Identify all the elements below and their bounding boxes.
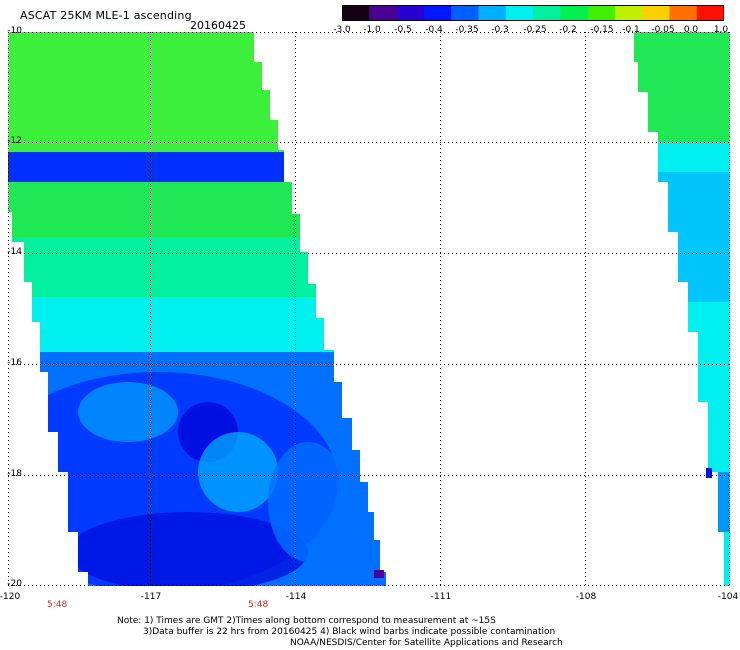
colorbar-swatch	[451, 5, 479, 21]
longitude-label: -104	[717, 592, 739, 602]
colorbar-swatch	[396, 5, 425, 21]
colorbar-tick: -0.4	[425, 25, 443, 35]
colorbar-swatch	[505, 5, 534, 21]
latitude-label: -10	[7, 26, 22, 36]
colorbar-tick: -0.1	[622, 25, 640, 35]
longitude-label: -120	[0, 592, 21, 602]
right-swath	[634, 32, 730, 586]
wind-speed-region	[68, 512, 308, 586]
colorbar-swatch	[669, 5, 698, 21]
colorbar-swatch	[587, 5, 616, 21]
longitude-label: -117	[140, 592, 162, 602]
footnote-line: Note: 1) Times are GMT 2)Times along bot…	[117, 616, 496, 626]
swath-time-label: 5:48	[47, 600, 68, 610]
wind-map	[8, 32, 730, 586]
colorbar-tick: -0.35	[455, 25, 479, 35]
colorbar-tick: -0.3	[491, 25, 509, 35]
colorbar-swatch	[642, 5, 670, 21]
colorbar-swatch	[614, 5, 643, 21]
map-date: 20160425	[190, 19, 246, 32]
colorbar-swatch	[342, 5, 370, 21]
longitude-label: -111	[430, 592, 452, 602]
colorbar-tick: 0.0	[683, 25, 699, 35]
wind-speed-region	[8, 32, 128, 142]
latitude-label: -16	[7, 358, 22, 368]
longitude-label: -114	[285, 592, 307, 602]
latitude-label: -18	[7, 469, 22, 479]
colorbar-swatch	[369, 5, 398, 21]
map-gridlines	[8, 32, 730, 586]
longitude-label: -108	[575, 592, 597, 602]
colorbar-tick: -0.05	[651, 25, 675, 35]
colorbar-tick: -0.2	[559, 25, 577, 35]
wind-speed-region	[78, 382, 178, 442]
wind-speed-region	[634, 472, 730, 532]
latitude-label: -12	[7, 136, 22, 146]
colorbar-tick: -1.0	[363, 25, 381, 35]
swath-time-label: 5:48	[248, 600, 269, 610]
colorbar-tick: -0.5	[394, 25, 412, 35]
wind-speed-region	[706, 468, 712, 478]
footnote-line: 3)Data buffer is 22 hrs from 20160425 4)…	[143, 627, 556, 637]
colorbar-tick: 1.0	[713, 25, 729, 35]
colorbar	[342, 5, 724, 21]
map-title: ASCAT 25KM MLE-1 ascending	[20, 9, 192, 22]
wind-speed-region	[268, 442, 348, 562]
colorbar-swatch	[696, 5, 724, 21]
wind-speed-region	[634, 172, 730, 302]
colorbar-swatch	[478, 5, 507, 21]
colorbar-swatch	[423, 5, 452, 21]
colorbar-tick: -0.25	[523, 25, 547, 35]
latitude-label: -20	[7, 579, 22, 589]
colorbar-tick-labels: -3.0 -1.0 -0.5 -0.4 -0.35 -0.3 -0.25 -0.…	[330, 25, 730, 37]
colorbar-tick: -0.15	[590, 25, 614, 35]
wind-speed-region	[634, 32, 730, 142]
latitude-label: -14	[7, 247, 22, 257]
colorbar-swatch	[560, 5, 589, 21]
colorbar-swatch	[533, 5, 561, 21]
wind-speed-region	[374, 570, 384, 578]
colorbar-tick: -3.0	[333, 25, 351, 35]
footnote-line: NOAA/NESDIS/Center for Satellite Applica…	[290, 638, 563, 648]
wind-speed-region	[198, 432, 278, 512]
left-swath	[8, 32, 386, 586]
